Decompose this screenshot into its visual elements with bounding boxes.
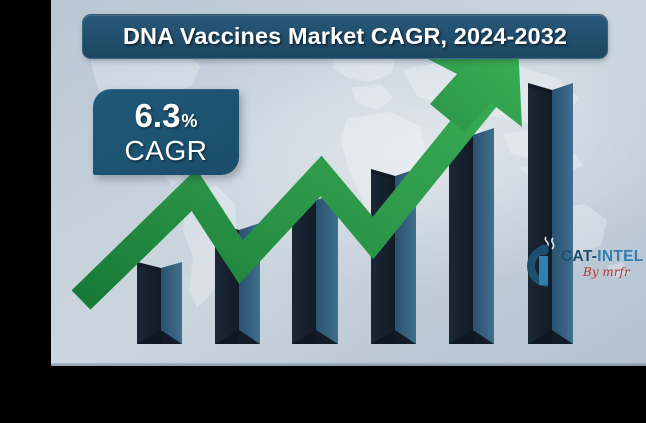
page-title: DNA Vaccines Market CAGR, 2024-2032: [122, 23, 568, 49]
bar-3: [292, 193, 338, 344]
cagr-label: CAGR: [124, 134, 208, 166]
arrow-shaft: [71, 83, 502, 310]
brand-logo[interactable]: CAT-INTEL By mrfr: [521, 232, 644, 294]
logo-name-part2: INTEL: [597, 248, 644, 265]
arrow-head: [424, 43, 522, 132]
logo-wordmark: CAT-INTEL: [561, 248, 644, 266]
bar-1: [137, 262, 182, 344]
ci-monogram-icon: [527, 236, 555, 287]
cagr-value-row: 6.3%: [135, 99, 198, 132]
title-bar: DNA Vaccines Market CAGR, 2024-2032: [82, 14, 608, 59]
bar-5: [449, 128, 494, 344]
logo-tagline: By mrfr: [583, 265, 630, 279]
cagr-value: 6.3: [134, 96, 181, 134]
percent-symbol: %: [181, 110, 198, 131]
logo-name-part1: CAT-: [561, 248, 598, 265]
panel-bottom-edge: [51, 363, 646, 366]
growth-trend-arrow: [71, 43, 522, 310]
cagr-badge: 6.3% CAGR: [93, 89, 239, 175]
